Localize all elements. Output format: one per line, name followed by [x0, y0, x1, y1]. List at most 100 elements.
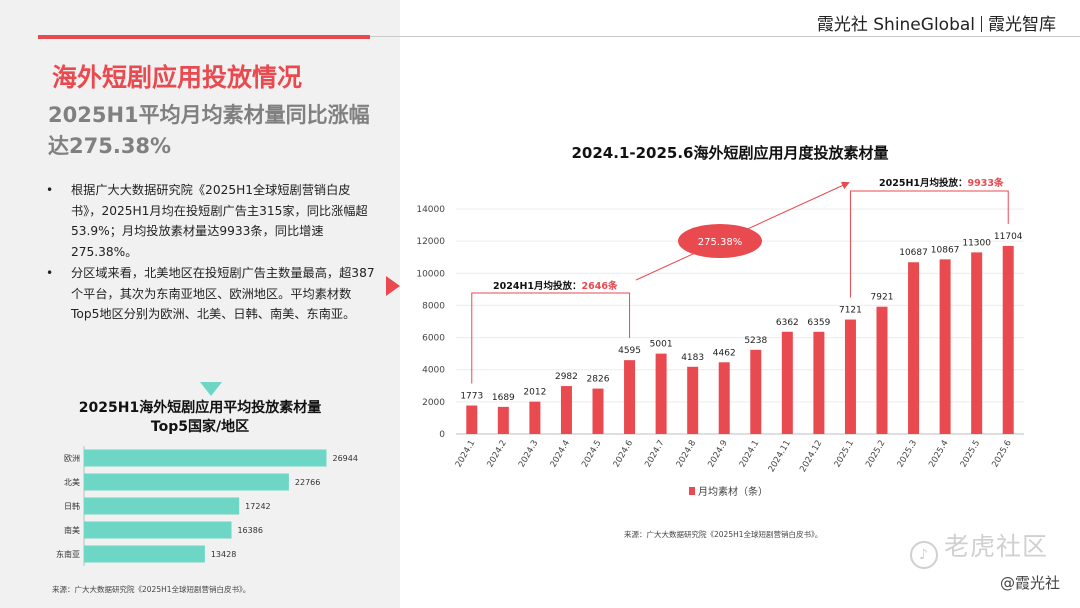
- legend-label: 月均素材（条）: [698, 485, 768, 498]
- bar: [781, 331, 793, 434]
- y-tick-label: 0: [439, 430, 445, 440]
- bar: [624, 360, 636, 434]
- bullet-item: • 根据广大大数据研究院《2025H1全球短剧营销白皮书》，2025H1月均在投短…: [46, 180, 376, 262]
- category-label: 欧洲: [64, 453, 80, 463]
- bar: [84, 497, 240, 515]
- x-tick-label: 2024.11: [767, 439, 793, 474]
- x-tick-label: 2024.8: [675, 439, 699, 470]
- data-label: 5001: [650, 340, 673, 350]
- x-tick-label: 2024.1: [454, 439, 478, 470]
- category-label: 北美: [64, 477, 80, 487]
- data-label: 5238: [744, 336, 767, 346]
- x-tick-label: 2024.6: [612, 439, 636, 470]
- bar: [939, 259, 951, 434]
- data-label: 6362: [776, 318, 799, 328]
- brand-separator: [981, 16, 982, 32]
- bar: [876, 306, 888, 434]
- bar: [84, 521, 232, 539]
- watermark: ♪ 老虎社区: [910, 527, 1048, 569]
- small-chart-title-line2: Top5国家/地区: [150, 419, 250, 435]
- data-label: 11704: [994, 232, 1023, 242]
- bar: [718, 362, 730, 434]
- y-tick-label: 6000: [422, 334, 445, 344]
- data-label: 2826: [587, 375, 610, 385]
- bar: [813, 331, 825, 434]
- bar: [750, 349, 762, 434]
- data-label: 1689: [492, 393, 515, 403]
- data-label: 10687: [899, 248, 928, 258]
- data-label: 4595: [618, 346, 641, 356]
- bar: [655, 353, 667, 434]
- x-tick-label: 2025.5: [959, 439, 983, 470]
- arrow-right-icon: [386, 276, 400, 296]
- small-chart-source: 来源：广大大数据研究院《2025H1全球短剧营销白皮书》。: [52, 585, 251, 594]
- y-tick-label: 10000: [416, 269, 445, 279]
- y-tick-label: 14000: [416, 205, 445, 215]
- header-divider: [370, 36, 1080, 37]
- data-label: 7121: [839, 306, 862, 316]
- annotation-2024h1: 2024H1月均投放：2646条: [493, 280, 618, 292]
- data-label: 16386: [237, 526, 262, 535]
- data-label: 17242: [245, 502, 270, 511]
- bar: [844, 319, 856, 434]
- x-tick-label: 2025.3: [896, 439, 920, 470]
- author-handle: @霞光社: [999, 574, 1060, 592]
- top5-region-bar-chart: 欧洲 26944 北美 22766 日韩 17242 南美 16386 东南亚 13428: [56, 446, 358, 566]
- bar: [497, 406, 509, 434]
- x-tick-label: 2024.2: [485, 439, 509, 470]
- section-title: 海外短剧应用投放情况: [52, 63, 303, 92]
- down-arrow-icon: [200, 382, 222, 396]
- bar: [687, 366, 699, 434]
- data-label: 26944: [332, 454, 357, 463]
- bullet-text: 分区域来看，北美地区在投短剧广告主数量最高，超387个平台，其次为东南亚地区、欧…: [71, 266, 375, 321]
- brand-logo: 霞光社 ShineGlobal 霞光智库: [817, 10, 1056, 35]
- category-label: 南美: [64, 525, 80, 535]
- annotation-2024h1-value: 2646条: [582, 280, 618, 292]
- header-accent-bar: [38, 35, 370, 39]
- data-label: 4183: [681, 353, 704, 363]
- data-label: 6359: [807, 318, 830, 328]
- data-label: 7921: [871, 293, 894, 303]
- data-label: 1773: [460, 392, 483, 402]
- main-chart-source: 来源：广大大数据研究院《2025H1全球短剧营销白皮书》。: [624, 530, 823, 539]
- x-tick-label: 2024.1: [738, 439, 762, 470]
- data-label: 2012: [523, 388, 546, 398]
- x-tick-label: 2025.2: [864, 439, 888, 470]
- x-tick-label: 2024.5: [580, 439, 604, 470]
- y-tick-label: 8000: [422, 301, 445, 311]
- bullet-item: • 分区域来看，北美地区在投短剧广告主数量最高，超387个平台，其次为东南亚地区、…: [46, 263, 376, 325]
- x-tick-label: 2024.3: [517, 439, 541, 470]
- small-chart-title: 2025H1海外短剧应用平均投放素材量 Top5国家/地区: [50, 399, 350, 437]
- data-label: 13428: [211, 550, 236, 559]
- x-tick-label: 2025.6: [990, 439, 1014, 470]
- bullet-text: 根据广大大数据研究院《2025H1全球短剧营销白皮书》，2025H1月均在投短剧…: [71, 183, 368, 259]
- bar: [560, 386, 572, 434]
- data-label: 22766: [295, 478, 320, 487]
- growth-label: 275.38%: [698, 237, 743, 248]
- brand-left: 霞光社 ShineGlobal: [816, 15, 975, 35]
- data-label: 10867: [931, 245, 960, 255]
- bracket-2024h1: [471, 292, 631, 384]
- category-label: 日韩: [64, 501, 80, 511]
- brand-right: 霞光智库: [988, 15, 1056, 35]
- y-tick-label: 12000: [416, 237, 445, 247]
- annotation-2025h1-label: 2025H1月均投放：: [879, 177, 968, 189]
- data-label: 2982: [555, 372, 578, 382]
- monthly-material-bar-chart: 0 2000 4000 6000 8000 10000 12000 14000 1773 2024…: [416, 177, 1024, 498]
- tiger-logo-icon: ♪: [910, 541, 938, 569]
- annotation-2025h1-value: 9933条: [968, 177, 1004, 189]
- annotation-2024h1-label: 2024H1月均投放：: [493, 280, 582, 292]
- bar: [592, 388, 604, 434]
- bracket-2025h1: [849, 190, 1009, 298]
- x-tick-label: 2024.7: [643, 439, 667, 470]
- bullet-list: • 根据广大大数据研究院《2025H1全球短剧营销白皮书》，2025H1月均在投短…: [46, 180, 376, 326]
- data-label: 11300: [962, 238, 991, 248]
- x-tick-label: 2024.4: [549, 439, 573, 470]
- bar: [971, 252, 983, 434]
- y-tick-label: 2000: [422, 398, 445, 408]
- y-tick-label: 4000: [422, 366, 445, 376]
- bar: [84, 545, 205, 563]
- bullet-dot: •: [46, 266, 54, 280]
- data-label: 4462: [713, 348, 736, 358]
- annotation-2025h1: 2025H1月均投放：9933条: [879, 177, 1004, 189]
